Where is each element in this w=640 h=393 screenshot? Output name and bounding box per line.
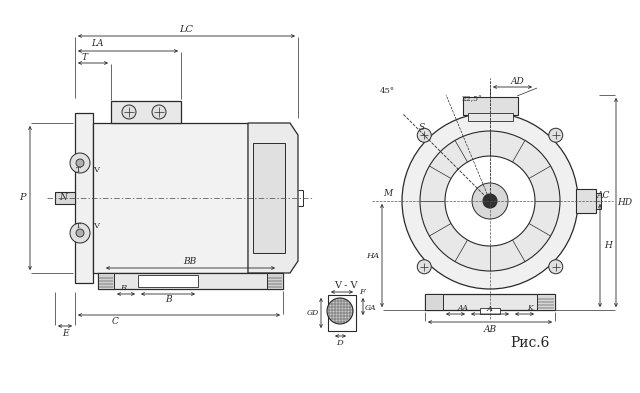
Text: A: A	[487, 305, 493, 313]
Text: K: K	[527, 304, 533, 312]
Circle shape	[76, 229, 84, 237]
Text: V: V	[93, 222, 99, 230]
Circle shape	[548, 260, 563, 274]
Text: V - V: V - V	[334, 281, 358, 290]
Text: F: F	[359, 288, 365, 296]
Text: 22,5°: 22,5°	[461, 95, 483, 103]
Bar	[463, 97, 518, 115]
Text: GD: GD	[307, 309, 319, 317]
Circle shape	[417, 260, 431, 274]
Text: 45°: 45°	[380, 87, 394, 95]
Text: GA: GA	[365, 304, 377, 312]
Bar	[138, 275, 198, 287]
Text: AA: AA	[458, 304, 468, 312]
Bar	[93, 123, 248, 273]
Bar	[75, 113, 93, 283]
Text: AB: AB	[483, 325, 497, 334]
Bar	[111, 101, 181, 123]
Bar	[267, 273, 283, 289]
Bar	[537, 294, 555, 310]
Text: AC: AC	[596, 191, 610, 200]
Text: R: R	[120, 284, 126, 292]
Text: T: T	[76, 166, 81, 174]
Text: T: T	[76, 222, 81, 230]
Circle shape	[472, 183, 508, 219]
Text: Рис.6: Рис.6	[510, 336, 550, 350]
Circle shape	[445, 156, 535, 246]
Bar	[596, 193, 601, 209]
Text: P: P	[19, 193, 25, 202]
Circle shape	[70, 153, 90, 173]
Bar	[468, 113, 513, 121]
Text: N: N	[59, 193, 67, 202]
Circle shape	[420, 131, 560, 271]
Circle shape	[327, 298, 353, 324]
Text: HA: HA	[366, 252, 380, 259]
Text: HD: HD	[618, 198, 632, 207]
Text: V: V	[93, 166, 99, 174]
Bar	[98, 273, 114, 289]
Text: BB: BB	[184, 257, 196, 266]
Circle shape	[70, 223, 90, 243]
Text: LA: LA	[91, 40, 103, 48]
Circle shape	[152, 105, 166, 119]
Bar	[55, 192, 75, 204]
Text: LC: LC	[179, 24, 193, 33]
Text: D: D	[337, 339, 344, 347]
Text: T: T	[82, 53, 88, 61]
Bar	[425, 294, 443, 310]
Bar	[253, 143, 285, 253]
Circle shape	[122, 105, 136, 119]
Circle shape	[483, 194, 497, 208]
Text: C: C	[111, 318, 118, 327]
Bar	[98, 273, 283, 289]
Text: M: M	[383, 189, 392, 198]
Text: VENTOL: VENTOL	[141, 215, 228, 235]
Polygon shape	[248, 123, 298, 273]
Bar	[328, 295, 356, 331]
Circle shape	[402, 113, 578, 289]
Circle shape	[548, 128, 563, 142]
Text: H: H	[604, 241, 612, 250]
Circle shape	[76, 159, 84, 167]
Text: AD: AD	[511, 77, 525, 86]
Circle shape	[417, 128, 431, 142]
Text: E: E	[61, 329, 68, 338]
Bar	[425, 294, 555, 310]
Text: B: B	[164, 296, 172, 305]
Bar	[480, 308, 500, 314]
Text: S: S	[419, 123, 425, 132]
Bar	[576, 189, 596, 213]
